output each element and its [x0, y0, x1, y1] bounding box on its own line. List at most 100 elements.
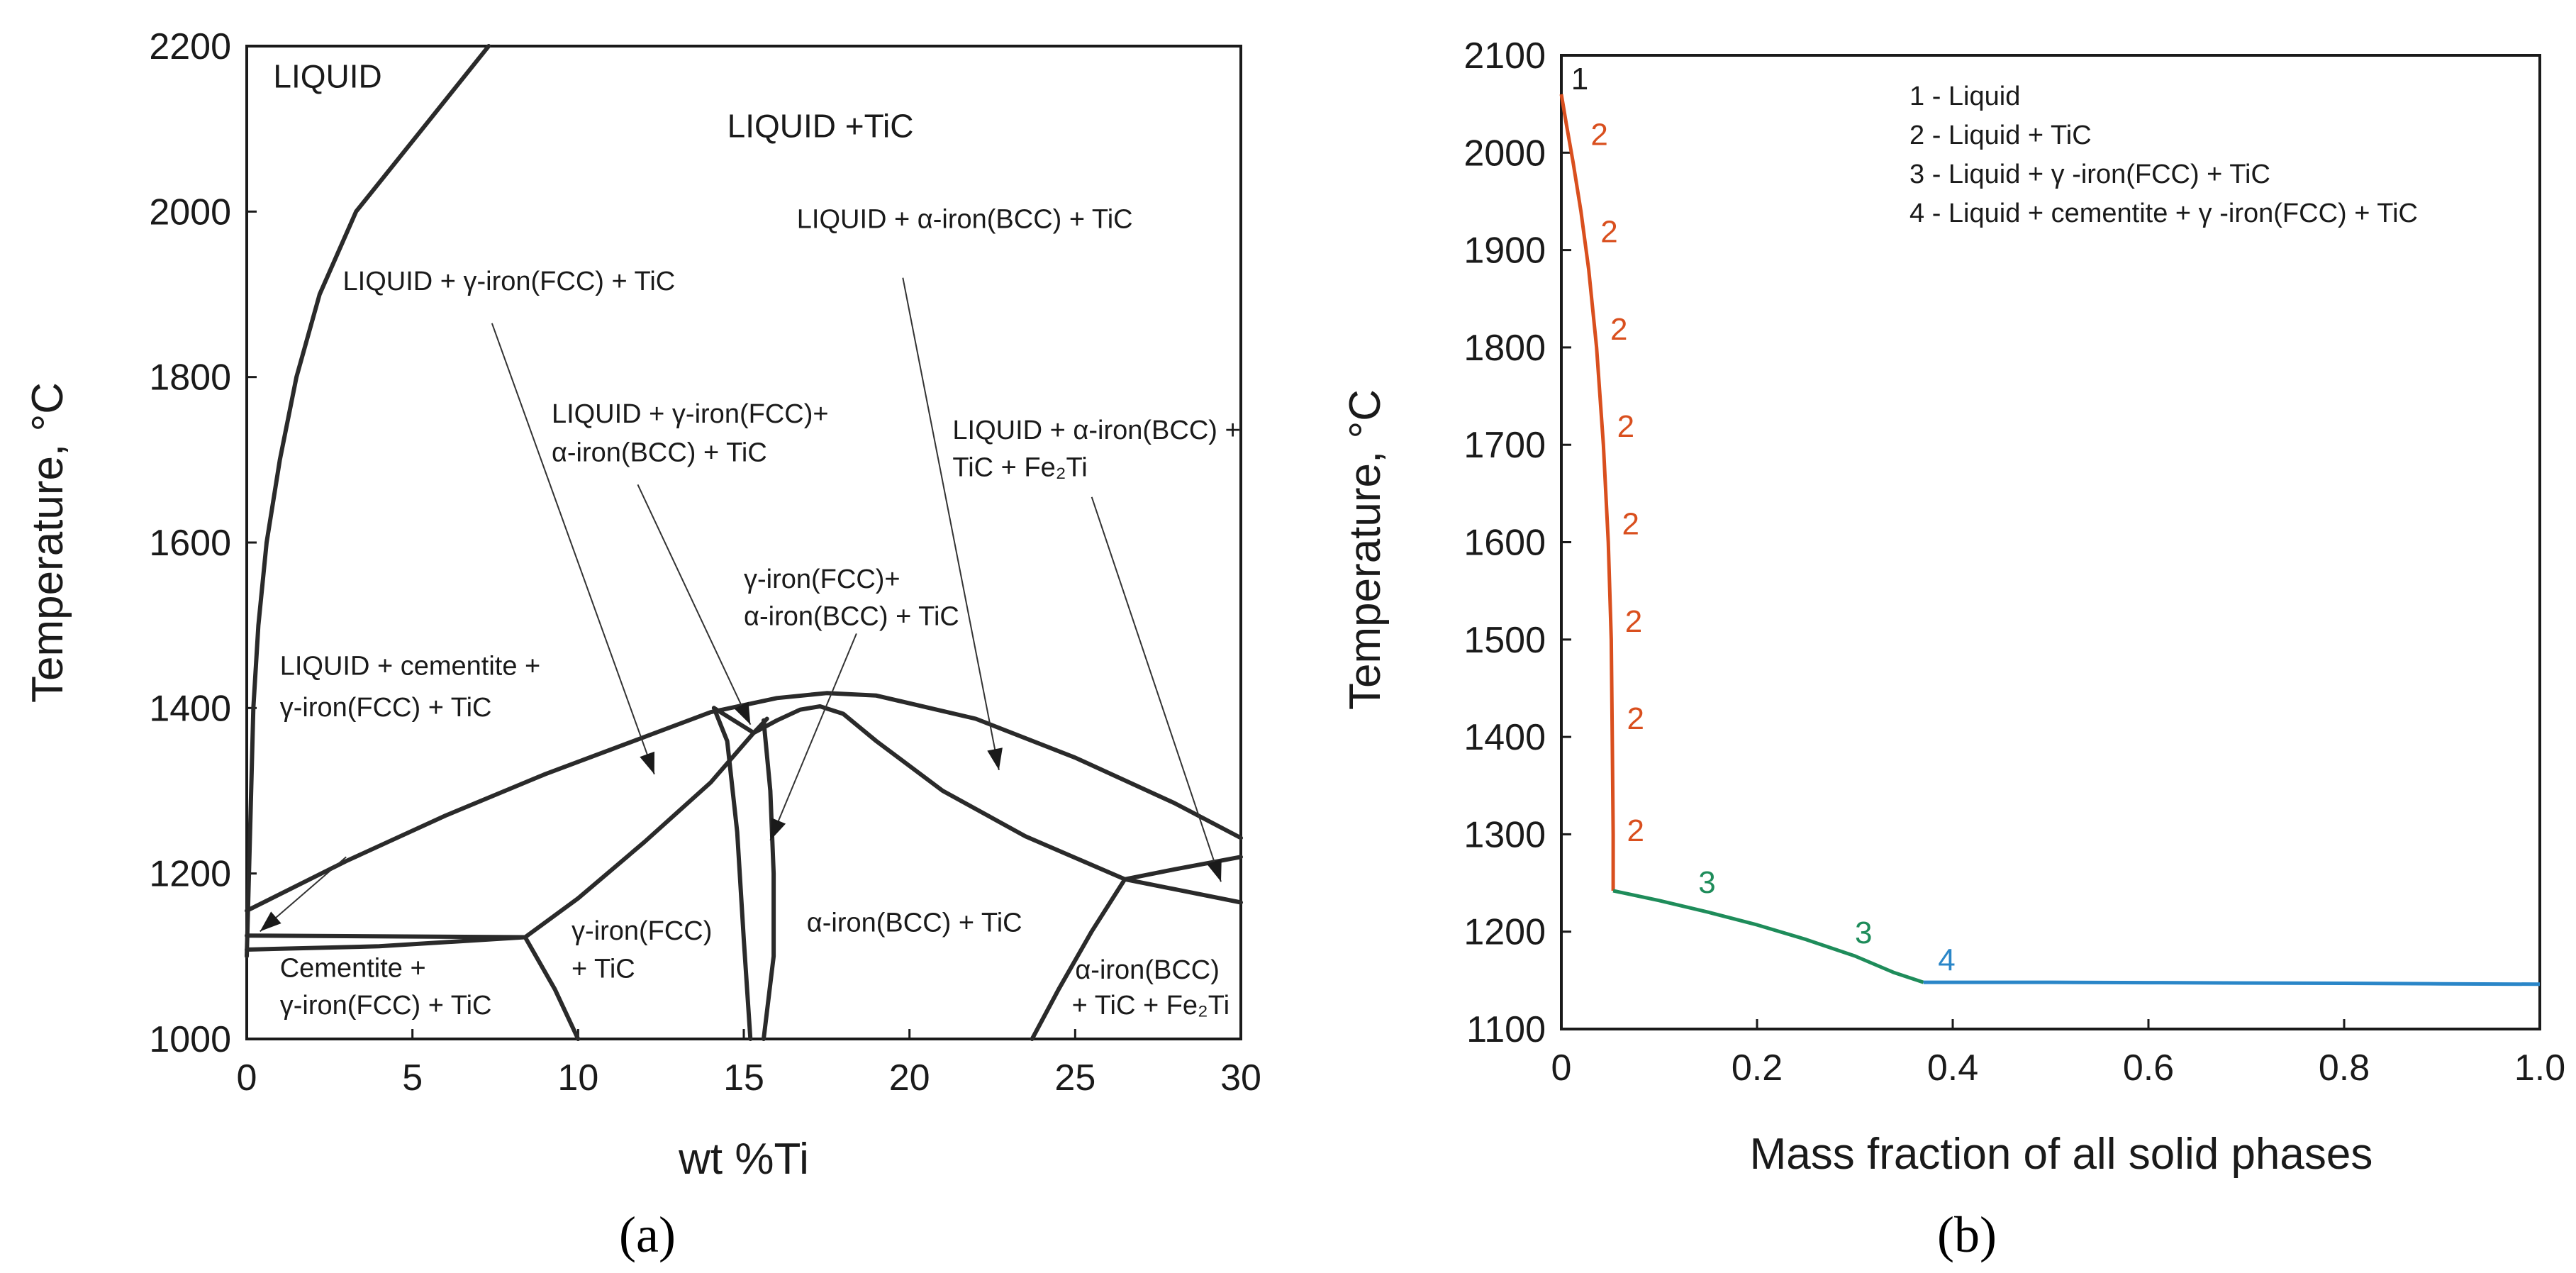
cross-link-line	[711, 706, 756, 735]
x-tick-label: 0.6	[2123, 1047, 2174, 1089]
panel-label-a: (a)	[619, 1206, 676, 1263]
liquidus-line	[245, 44, 491, 959]
gamma-left-line	[711, 706, 753, 1041]
curve-labels: 1 2 2 2 2 2 2 2 2 3 3 4	[1571, 62, 1956, 978]
x-tick-labels-a: 0 5 10 15 20 25 30	[237, 1057, 1261, 1099]
y-tick-label: 1100	[1466, 1009, 1546, 1050]
region-label: α-iron(BCC)	[1075, 955, 1220, 985]
region-label: γ-iron(FCC) + TiC	[280, 693, 492, 723]
y-tick-label: 2100	[1463, 35, 1546, 77]
series-line	[1559, 94, 1615, 891]
x-tick-label: 10	[557, 1057, 598, 1099]
curve-label: 1	[1571, 62, 1588, 96]
y-axis-label-b: Temperature, °C	[1341, 389, 1390, 710]
y-tick-label: 1500	[1463, 620, 1546, 661]
pointer-line	[1091, 496, 1222, 882]
x-tick-label: 0	[1551, 1047, 1572, 1089]
region-label: + TiC + Fe₂Ti	[1072, 991, 1230, 1021]
pointer-line	[491, 323, 655, 775]
fe2ti-line-line	[1122, 855, 1243, 882]
region-label: LIQUID	[273, 57, 381, 94]
eutectic-top-line	[245, 933, 528, 940]
curve-label: 3	[1855, 916, 1872, 950]
curve-label: 2	[1600, 215, 1617, 250]
curve-label: 2	[1590, 117, 1607, 152]
y-tick-label: 2000	[1463, 133, 1546, 174]
x-tick-label: 30	[1220, 1057, 1261, 1099]
y-tick-label: 1400	[149, 688, 231, 729]
y-tick-label: 1800	[149, 357, 231, 399]
x-axis-label-b: Mass fraction of all solid phases	[1750, 1130, 2373, 1179]
region-label: LIQUID + α-iron(BCC) +	[952, 416, 1240, 445]
region-label: + TiC	[571, 955, 635, 984]
legend-entry: 4 - Liquid + cementite + γ -iron(FCC) + …	[1909, 199, 2418, 228]
series-line	[1612, 889, 1924, 984]
series-lines	[1559, 94, 2541, 986]
legend-entry: 1 - Liquid	[1909, 82, 2020, 111]
y-tick-label: 1600	[1463, 523, 1546, 564]
x-tick-label: 5	[402, 1057, 423, 1099]
legend-entry: 2 - Liquid + TiC	[1909, 121, 2092, 150]
fe2ti-boundary-line	[1030, 877, 1127, 1041]
y-tick-label: 1800	[1463, 328, 1546, 369]
region-label: γ-iron(FCC)+	[744, 565, 901, 594]
region-label: γ-iron(FCC)	[571, 916, 712, 946]
y-tick-label: 1300	[1463, 814, 1546, 855]
region-label: α-iron(BCC) + TiC	[744, 602, 959, 632]
legend-entry: 3 - Liquid + γ -iron(FCC) + TiC	[1909, 160, 2270, 189]
curve-label: 2	[1617, 409, 1634, 444]
curve-label: 4	[1938, 943, 1955, 978]
region-labels: LIQUID LIQUID +TiC LIQUID + α-iron(BCC) …	[273, 57, 1240, 1021]
upper-envelope-line	[245, 691, 1243, 913]
region-label: LIQUID + γ-iron(FCC)+	[552, 399, 829, 429]
x-tick-label: 25	[1054, 1057, 1095, 1099]
y-tick-label: 1000	[149, 1019, 231, 1060]
curve-label: 3	[1698, 865, 1715, 900]
pointer-arrowhead	[734, 701, 751, 725]
ticks-b	[1560, 54, 2541, 1030]
eutectic-bottom-line	[245, 935, 528, 952]
pointer-arrowhead	[640, 751, 654, 774]
series-line	[1923, 980, 2541, 986]
curve-label: 2	[1625, 604, 1642, 639]
y-tick-label: 1200	[1463, 912, 1546, 953]
curve-label: 2	[1627, 701, 1644, 736]
plot-frame-a	[245, 45, 1242, 1040]
pointer-arrows	[260, 277, 1222, 933]
pointer-arrowhead	[770, 818, 786, 840]
region-label: γ-iron(FCC) + TiC	[280, 991, 492, 1021]
region-label: LIQUID + α-iron(BCC) + TiC	[797, 205, 1133, 235]
fcc-boundary-line	[523, 716, 769, 940]
pointer-arrowhead	[1207, 859, 1222, 882]
region-label: LIQUID +TiC	[727, 107, 914, 144]
pointer-arrowhead	[987, 747, 1003, 770]
curve-label: 2	[1627, 813, 1644, 848]
pointer-line	[902, 277, 1000, 771]
y-tick-label: 1900	[1463, 230, 1546, 272]
x-tick-label: 0	[237, 1057, 257, 1099]
region-label: LIQUID + cementite +	[280, 652, 541, 682]
gamma-right-line	[762, 718, 776, 1041]
pointer-line	[769, 633, 857, 841]
inner-dome-line	[752, 704, 1243, 905]
region-label: α-iron(BCC) + TiC	[552, 438, 767, 468]
x-tick-label: 0.8	[2319, 1047, 2370, 1089]
x-tick-label: 20	[889, 1057, 930, 1099]
curve-label: 2	[1622, 507, 1639, 542]
legend: 1 - Liquid 2 - Liquid + TiC 3 - Liquid +…	[1909, 82, 2418, 228]
x-axis-label-a: wt %Ti	[678, 1135, 809, 1184]
ticks-a	[245, 45, 1242, 1040]
y-tick-label: 1400	[1463, 717, 1546, 758]
phase-boundaries	[245, 44, 1243, 1041]
phase-diagram-panel: 1000 1200 1400 1600 1800 2000 2200 0 5 1…	[23, 26, 1261, 1263]
curve-label: 2	[1610, 312, 1627, 347]
panel-label-b: (b)	[1937, 1206, 1997, 1263]
x-tick-label: 0.2	[1732, 1047, 1783, 1089]
y-tick-labels-a: 1000 1200 1400 1600 1800 2000 2200	[149, 26, 231, 1060]
solidification-panel: 1100 1200 1300 1400 1500 1600 1700 1800 …	[1341, 35, 2565, 1263]
region-label: Cementite +	[280, 954, 426, 984]
region-label: LIQUID + γ-iron(FCC) + TiC	[343, 267, 676, 296]
y-tick-label: 2200	[149, 26, 231, 67]
y-tick-label: 1600	[149, 523, 231, 564]
